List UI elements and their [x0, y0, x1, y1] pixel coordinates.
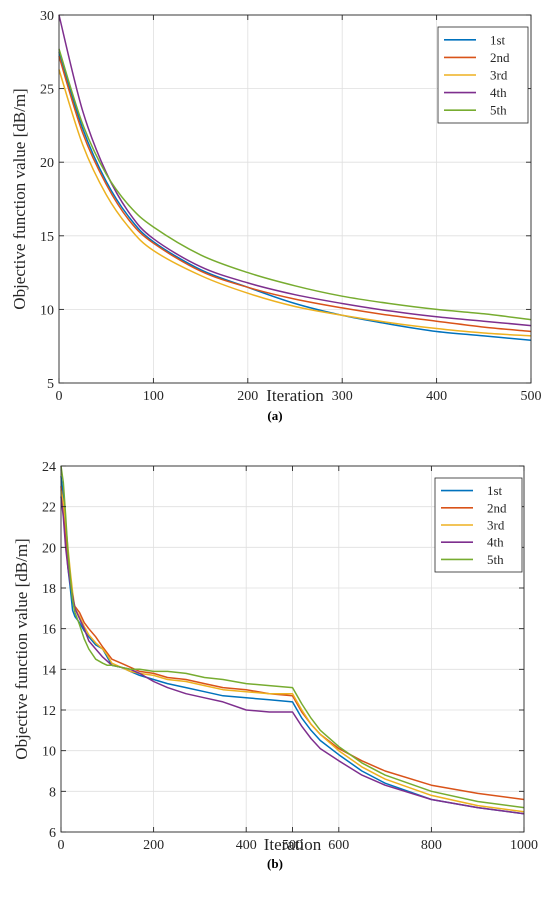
series-line-2nd — [58, 55, 532, 333]
x-axis-label: Iteration — [264, 835, 322, 854]
series-line-4th — [58, 14, 532, 327]
y-tick-label: 18 — [42, 582, 56, 597]
legend-entry: 5th — [490, 103, 507, 118]
x-tick-label: 200 — [143, 838, 164, 853]
y-tick-label: 24 — [42, 460, 56, 475]
y-tick-label: 6 — [49, 826, 56, 841]
y-tick-label: 20 — [40, 156, 54, 171]
x-tick-label: 0 — [56, 389, 63, 404]
x-axis-label: Iteration — [266, 386, 324, 405]
x-tick-label: 0 — [58, 838, 65, 853]
series-line-5th — [60, 465, 525, 809]
y-tick-label: 10 — [42, 745, 56, 760]
legend-entry: 1st — [490, 32, 506, 47]
x-tick-label: 500 — [521, 389, 542, 404]
y-axis-label: Objective function value [dB/m] — [10, 88, 29, 309]
series-line-3rd — [58, 69, 532, 337]
y-tick-label: 25 — [40, 83, 54, 98]
series-line-5th — [58, 48, 532, 321]
legend: 1st 2nd 3rd 4th 5th — [434, 477, 523, 573]
legend-entry: 2nd — [487, 500, 507, 515]
panel-caption: (a) — [267, 408, 282, 423]
legend-entry: 3rd — [490, 68, 508, 83]
y-tick-label: 12 — [42, 704, 56, 719]
y-axis-label: Objective function value [dB/m] — [12, 538, 31, 759]
y-tick-label: 8 — [49, 785, 56, 800]
y-tick-label: 5 — [47, 377, 54, 392]
x-tick-label: 500 — [282, 838, 303, 853]
legend: 1st 2nd 3rd 4th 5th — [437, 26, 529, 124]
y-tick-label: 14 — [42, 663, 56, 678]
x-tick-label: 1000 — [510, 838, 538, 853]
legend-entry: 4th — [490, 85, 507, 100]
x-tick-label: 100 — [143, 389, 164, 404]
x-tick-label: 200 — [237, 389, 258, 404]
y-tick-label: 16 — [42, 623, 56, 638]
x-tick-label: 600 — [328, 838, 349, 853]
series-line-4th — [60, 496, 525, 815]
chart-panel-b: 0 200 400 500 600 800 1000 6 8 10 12 14 16 18 20 22 24 It… — [12, 460, 538, 871]
x-tick-label: 300 — [332, 389, 353, 404]
chart-panel-a: 0 100 200 300 400 500 5 10 15 20 25 30 Iteration Obje… — [10, 9, 542, 423]
y-tick-label: 30 — [40, 9, 54, 24]
axes-box — [58, 14, 532, 384]
y-tick-label: 20 — [42, 541, 56, 556]
x-tick-label: 400 — [426, 389, 447, 404]
x-tick-label: 400 — [236, 838, 257, 853]
y-tick-label: 15 — [40, 230, 54, 245]
legend-entry: 1st — [487, 483, 503, 498]
legend-entry: 4th — [487, 535, 504, 550]
x-tick-label: 800 — [421, 838, 442, 853]
y-tick-label: 22 — [42, 501, 56, 516]
legend-entry: 5th — [487, 552, 504, 567]
y-tick-label: 10 — [40, 303, 54, 318]
legend-entry: 3rd — [487, 518, 505, 533]
legend-entry: 2nd — [490, 50, 510, 65]
panel-caption: (b) — [267, 856, 283, 871]
